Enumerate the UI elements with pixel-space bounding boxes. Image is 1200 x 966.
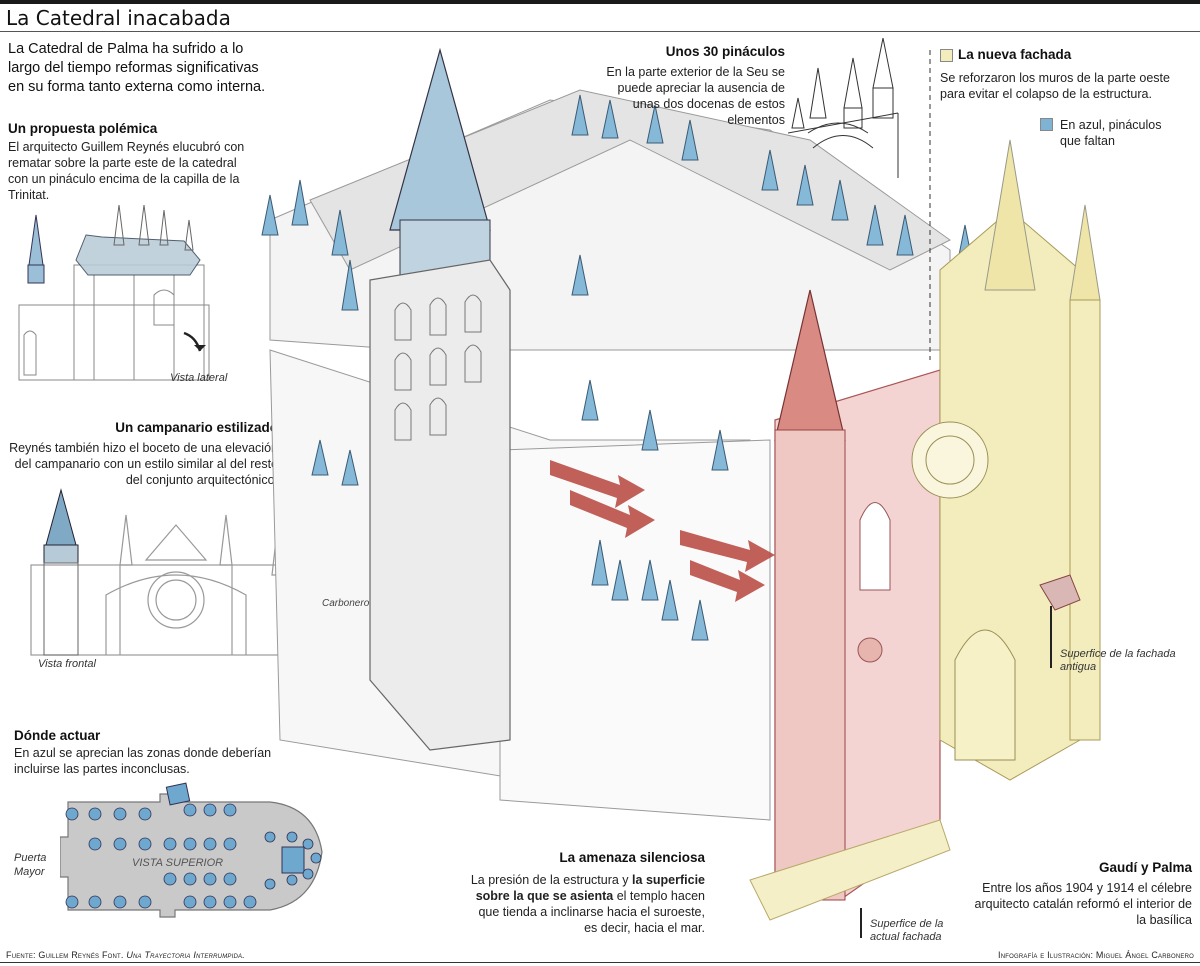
campanario-title: Un campanario estilizado	[115, 420, 278, 435]
page-title: La Catedral inacabada	[6, 6, 231, 30]
intro-text: La Catedral de Palma ha sufrido a lo lar…	[8, 41, 266, 95]
plan-label: VISTA SUPERIOR	[132, 857, 224, 869]
front-view-caption: Vista frontal	[38, 658, 96, 670]
fachada-title: La nueva fachada	[958, 47, 1072, 62]
campanario-text: Reynés también hizo el boceto de una ele…	[9, 441, 278, 487]
footer-source-work: Una Trayectoria Interrumpida.	[126, 950, 245, 960]
amenaza-title: La amenaza silenciosa	[559, 850, 705, 865]
yellow-legend-swatch	[940, 49, 953, 62]
propuesta-text: El arquitecto Guillem Reynés elucubró co…	[8, 140, 245, 202]
door-label-2: Mayor	[14, 866, 45, 878]
amenaza-text-b: la superficie sobre la que se asienta	[475, 873, 705, 903]
title-divider	[0, 31, 1200, 32]
callout-antigua: Superfice de la fachada antigua	[1060, 648, 1176, 673]
pinaculos-text: En la parte exterior de la Seu se puede …	[606, 65, 785, 127]
side-view-sketch	[18, 205, 210, 381]
pinaculos-title: Unos 30 pináculos	[665, 44, 785, 59]
side-view-caption: Vista lateral	[170, 372, 228, 384]
floor-plan	[60, 782, 323, 918]
gaudi-text: Entre los años 1904 y 1914 el célebre ar…	[974, 881, 1192, 927]
cathedral-illustration	[261, 47, 1101, 921]
artist-signature: Carbonero	[322, 598, 370, 609]
gaudi-title: Gaudí y Palma	[1098, 860, 1192, 875]
amenaza-text: La presión de la estructura y la superfi…	[470, 872, 705, 936]
blue-legend-swatch	[1040, 118, 1053, 131]
footer-rule	[0, 962, 1200, 963]
top-rule	[0, 0, 1200, 4]
donde-title: Dónde actuar	[14, 728, 101, 743]
footer-source: Fuente: Guillem Reynés Font. Una Trayect…	[6, 950, 245, 960]
fachada-legend: En azul, pináculos que faltan	[1060, 118, 1162, 148]
propuesta-title: Un propuesta polémica	[8, 121, 158, 136]
pinnacle-sketch	[788, 38, 899, 178]
fachada-text: Se reforzaron los muros de la parte oest…	[940, 71, 1170, 101]
amenaza-text-a: La presión de la estructura y	[470, 873, 629, 887]
amenaza-text-c: el templo hacen que tienda a inclinarse …	[478, 889, 705, 935]
donde-text: En azul se aprecian las zonas donde debe…	[14, 746, 272, 776]
footer-credit: Infografía e Ilustración: Miguel Ángel C…	[998, 950, 1194, 960]
callout-line-antigua	[1050, 606, 1052, 668]
callout-line-actual	[860, 908, 862, 938]
door-label-1: Puerta	[14, 852, 47, 864]
footer-source-prefix: Fuente: Guillem Reynés Font.	[6, 950, 124, 960]
callout-actual: Superfice de la actual fachada	[870, 918, 944, 943]
